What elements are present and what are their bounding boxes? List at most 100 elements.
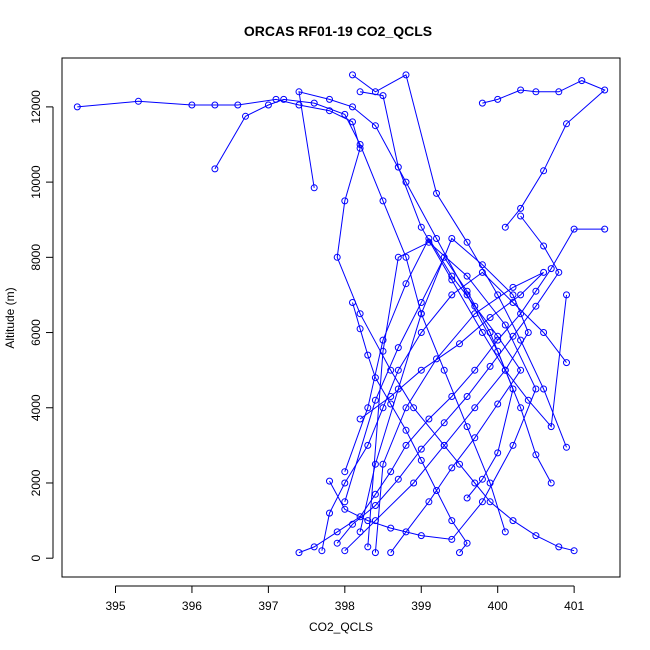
data-point bbox=[540, 268, 548, 276]
data-point bbox=[486, 362, 494, 370]
data-point bbox=[356, 88, 364, 96]
data-point bbox=[440, 253, 448, 261]
data-point bbox=[356, 310, 364, 318]
data-point bbox=[471, 404, 479, 412]
y-tick-label: 4000 bbox=[29, 394, 43, 421]
series-line-group bbox=[341, 235, 525, 557]
data-point bbox=[494, 332, 502, 340]
data-point bbox=[280, 95, 288, 103]
data-point bbox=[517, 291, 525, 299]
series-line bbox=[352, 302, 468, 553]
y-axis-label: Altitude (m) bbox=[3, 287, 17, 348]
x-axis: 395 396 397 398 399 400 401 bbox=[105, 585, 584, 613]
data-point bbox=[371, 396, 379, 404]
data-point bbox=[433, 487, 440, 494]
data-point bbox=[379, 460, 387, 468]
data-point bbox=[356, 415, 364, 423]
data-point bbox=[349, 103, 356, 111]
data-point bbox=[371, 460, 379, 468]
data-point bbox=[448, 272, 456, 280]
data-point bbox=[341, 479, 349, 487]
data-point bbox=[364, 404, 372, 412]
data-point bbox=[425, 235, 433, 242]
data-point bbox=[601, 86, 609, 94]
data-point bbox=[211, 165, 219, 173]
series-line-group bbox=[295, 88, 555, 487]
data-point bbox=[295, 101, 303, 109]
data-point bbox=[417, 456, 425, 464]
data-point bbox=[326, 477, 333, 485]
data-point bbox=[456, 460, 463, 468]
data-point bbox=[501, 366, 509, 374]
data-point bbox=[448, 393, 456, 400]
x-tick-label: 395 bbox=[105, 599, 125, 613]
data-point bbox=[394, 253, 402, 261]
data-point bbox=[517, 366, 525, 374]
data-point bbox=[471, 366, 479, 374]
data-point bbox=[517, 86, 525, 94]
data-point bbox=[211, 101, 219, 109]
data-point bbox=[433, 189, 440, 197]
data-point bbox=[448, 291, 456, 299]
data-point bbox=[478, 268, 486, 276]
data-point bbox=[417, 366, 425, 374]
data-point bbox=[371, 490, 379, 498]
data-point bbox=[417, 532, 425, 540]
plot-frame bbox=[61, 57, 621, 578]
data-point bbox=[509, 385, 517, 393]
data-point bbox=[501, 528, 509, 536]
data-point bbox=[478, 261, 486, 269]
data-point bbox=[578, 77, 586, 85]
y-tick-label: 8000 bbox=[29, 244, 43, 271]
data-point bbox=[364, 351, 372, 359]
data-point bbox=[410, 404, 418, 412]
x-tick-label: 399 bbox=[411, 599, 431, 613]
series-line bbox=[344, 237, 522, 553]
data-point bbox=[494, 400, 502, 408]
data-point bbox=[517, 310, 525, 318]
data-point bbox=[341, 505, 349, 513]
data-point bbox=[402, 280, 410, 288]
x-tick-label: 398 bbox=[335, 599, 355, 613]
data-point bbox=[333, 253, 341, 261]
data-point bbox=[402, 426, 410, 434]
series-line-group bbox=[349, 71, 570, 451]
x-tick-label: 397 bbox=[258, 599, 278, 613]
series-line bbox=[298, 228, 605, 554]
data-point bbox=[509, 291, 517, 299]
data-point bbox=[134, 97, 142, 105]
data-point bbox=[73, 103, 81, 111]
data-point bbox=[570, 225, 578, 233]
data-point bbox=[387, 468, 395, 476]
data-point bbox=[570, 547, 578, 555]
data-point bbox=[509, 441, 517, 449]
data-point bbox=[524, 329, 532, 336]
series-line-group bbox=[478, 77, 609, 231]
data-point bbox=[463, 287, 471, 295]
data-point bbox=[440, 419, 448, 427]
data-point bbox=[433, 355, 440, 363]
series-line bbox=[344, 256, 514, 502]
y-tick-label: 2000 bbox=[29, 469, 43, 496]
data-point bbox=[341, 547, 349, 555]
data-point bbox=[394, 163, 402, 171]
data-point bbox=[356, 325, 364, 333]
data-point bbox=[387, 366, 395, 374]
data-point bbox=[341, 468, 349, 476]
data-point bbox=[532, 451, 540, 459]
data-point bbox=[402, 528, 410, 536]
data-point bbox=[471, 302, 479, 310]
data-point bbox=[532, 88, 540, 96]
data-point bbox=[486, 314, 494, 321]
data-point bbox=[448, 535, 456, 543]
data-point bbox=[364, 543, 372, 551]
data-point bbox=[478, 99, 486, 107]
data-point bbox=[417, 445, 425, 453]
data-point bbox=[394, 475, 402, 483]
data-point bbox=[532, 302, 540, 310]
y-tick-label: 0 bbox=[29, 555, 43, 562]
data-point bbox=[188, 101, 196, 109]
series-line bbox=[360, 91, 567, 428]
series-line bbox=[298, 91, 552, 484]
data-point bbox=[509, 332, 517, 340]
